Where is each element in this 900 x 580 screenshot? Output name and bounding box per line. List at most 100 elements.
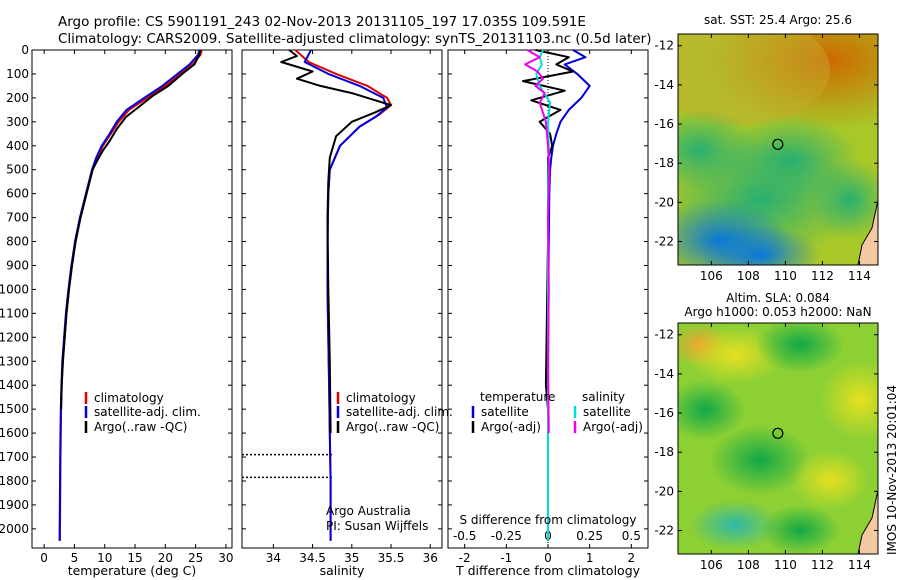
y-tick-label: 2000 <box>0 522 29 536</box>
legend-header-salinity: salinity <box>582 390 625 404</box>
map-x-tick-label: 114 <box>848 269 871 283</box>
series-line-satellite <box>547 49 591 541</box>
y-tick-label: 500 <box>6 163 29 177</box>
map-x-tick-label: 110 <box>774 269 797 283</box>
y-tick-label: 1500 <box>0 402 29 416</box>
legend-label: satellite <box>481 405 529 419</box>
y-tick-label: 1300 <box>0 354 29 368</box>
timestamp-side-label: IMOS 10-Nov-2013 20:01:04 <box>885 385 899 555</box>
temperature-plot: 0 5 10 15 20 25 300100200300400500600700800900… <box>0 43 234 565</box>
series-line-argo-raw-qc <box>280 49 392 434</box>
y-tick-label: 1700 <box>0 450 29 464</box>
legend-label: climatology <box>94 391 164 405</box>
x-tick-label-top: 0.25 <box>576 529 603 543</box>
salinity-plot: 34 34.5 35 35.5 36 <box>242 49 442 565</box>
annotation-pi: PI: Susan Wijffels <box>326 519 428 533</box>
sla-map-subtitle: Argo h1000: 0.053 h2000: NaN <box>684 305 871 319</box>
x-tick-label: 2 <box>628 551 636 565</box>
legend-label: satellite <box>583 405 631 419</box>
argo-position-marker <box>772 138 784 150</box>
series-line-climatology <box>294 49 392 541</box>
x-tick-label-top: -0.25 <box>491 529 522 543</box>
x-tick-label: 0 <box>40 551 48 565</box>
y-tick-label: 600 <box>6 187 29 201</box>
y-tick-label: 1000 <box>0 282 29 296</box>
header-line-2: Climatology: CARS2009. Satellite-adjuste… <box>58 31 651 47</box>
y-tick-label: 1800 <box>0 474 29 488</box>
map-y-tick-label: -20 <box>654 195 674 209</box>
x-tick-label: 20 <box>158 551 173 565</box>
map-y-tick-label: -16 <box>654 406 674 420</box>
legend-label: Argo(..raw -QC) <box>94 420 187 434</box>
x-tick-label: 34 <box>266 551 281 565</box>
annotation-institution: Argo Australia <box>326 504 411 518</box>
map-x-tick-label: 112 <box>811 558 834 572</box>
y-tick-label: 800 <box>6 235 29 249</box>
map-y-tick-label: -16 <box>654 117 674 131</box>
difference-top-axis-label: S difference from climatology <box>460 513 637 527</box>
sst-map-title: sat. SST: 25.4 Argo: 25.6 <box>704 13 852 27</box>
x-tick-label: -2 <box>459 551 471 565</box>
y-tick-label: 900 <box>6 258 29 272</box>
series-line-satellite-adj-clim <box>58 49 201 541</box>
legend-header-temperature: temperature <box>480 390 555 404</box>
map-y-tick-label: -14 <box>654 367 674 381</box>
land-mass <box>857 489 878 554</box>
sla-map-frame <box>677 322 879 555</box>
legend-label: satellite-adj. clim. <box>346 405 453 419</box>
y-tick-label: 1400 <box>0 378 29 392</box>
y-tick-label: 1200 <box>0 330 29 344</box>
y-tick-label: 1600 <box>0 426 29 440</box>
map-y-tick-label: -12 <box>654 39 674 53</box>
series-line-argo-raw-qc <box>60 49 202 410</box>
salinity-axis-label: salinity <box>320 563 365 578</box>
y-tick-label: 200 <box>6 91 29 105</box>
sst-map-frame <box>677 33 879 266</box>
salinity-legend: climatology satellite-adj. clim. Argo(..… <box>336 391 453 434</box>
salinity-plot-frame <box>241 49 443 549</box>
x-tick-label: 10 <box>97 551 112 565</box>
difference-axis-label: T difference from climatology <box>455 563 641 578</box>
series-line-satellite-adj-clim <box>303 49 389 541</box>
series-line-climatology <box>58 49 203 541</box>
legend-label: Argo(-adj) <box>583 420 643 434</box>
map-y-tick-label: -22 <box>654 524 674 538</box>
map-y-tick-label: -18 <box>654 156 674 170</box>
header-line-1: Argo profile: CS 5901191_243 02-Nov-2013… <box>58 14 586 30</box>
map-x-tick-label: 106 <box>700 269 723 283</box>
map-x-tick-label: 108 <box>737 558 760 572</box>
map-x-tick-label: 110 <box>774 558 797 572</box>
map-y-tick-label: -22 <box>654 235 674 249</box>
map-y-tick-label: -20 <box>654 484 674 498</box>
x-tick-label: 35 <box>344 551 359 565</box>
y-tick-label: 0 <box>21 43 29 57</box>
map-y-tick-label: -12 <box>654 328 674 342</box>
map-y-tick-label: -14 <box>654 78 674 92</box>
y-tick-label: 100 <box>6 67 29 81</box>
x-tick-label-top: 0.5 <box>622 529 641 543</box>
map-x-tick-label: 112 <box>811 269 834 283</box>
series-line-argo-adj <box>524 49 551 434</box>
x-tick-label: 34.5 <box>299 551 326 565</box>
land-mass <box>857 199 878 265</box>
x-tick-label: 0 <box>544 551 552 565</box>
argo-position-marker <box>772 427 784 439</box>
x-tick-label: 35.5 <box>378 551 405 565</box>
y-tick-label: 400 <box>6 139 29 153</box>
map-x-tick-label: 108 <box>737 269 760 283</box>
sla-map-field <box>678 323 878 554</box>
sst-map-axes: 106 108 110 112 114 -12 -14 -16 -18 -20 -22 <box>654 34 878 283</box>
x-tick-label: 25 <box>188 551 203 565</box>
x-tick-label: 5 <box>71 551 79 565</box>
x-tick-label: 1 <box>586 551 594 565</box>
map-x-tick-label: 114 <box>848 558 871 572</box>
difference-legend: temperature salinity satellite Argo(-adj… <box>471 390 643 434</box>
map-y-tick-label: -18 <box>654 445 674 459</box>
x-tick-label: 30 <box>218 551 233 565</box>
sst-map-field <box>678 34 878 265</box>
x-tick-label: 36 <box>423 551 438 565</box>
temperature-legend: climatology satellite-adj. clim. Argo(..… <box>84 391 201 434</box>
legend-label: climatology <box>346 391 416 405</box>
